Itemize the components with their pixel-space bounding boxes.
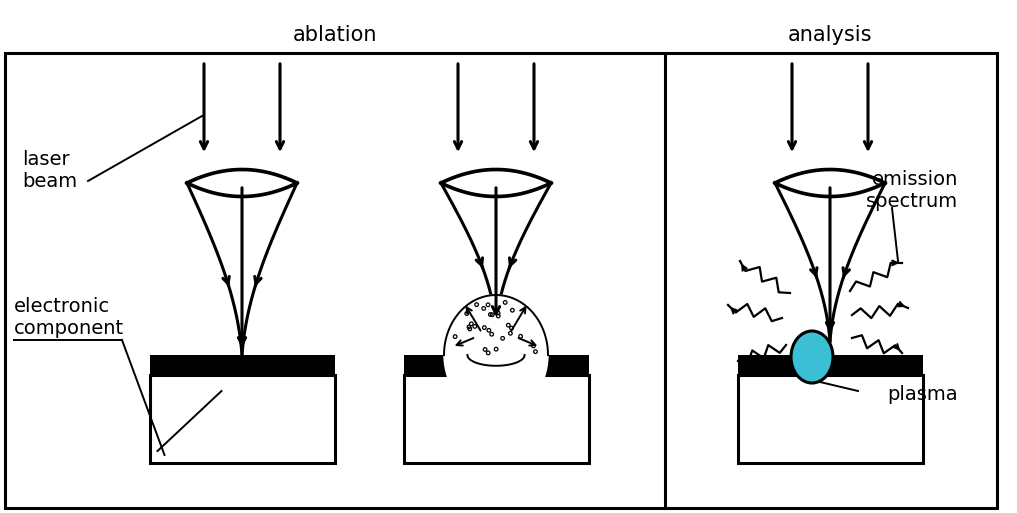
Bar: [404, 355, 589, 375]
Text: emission
spectrum: emission spectrum: [865, 170, 958, 211]
Ellipse shape: [444, 295, 548, 415]
Text: ablation: ablation: [293, 25, 377, 45]
Polygon shape: [468, 344, 525, 366]
Bar: [149, 375, 335, 463]
Text: plasma: plasma: [888, 385, 958, 404]
Bar: [149, 355, 335, 375]
Text: analysis: analysis: [788, 25, 873, 45]
Bar: [404, 375, 589, 463]
Text: electronic
component: electronic component: [14, 298, 124, 339]
Text: laser
beam: laser beam: [22, 150, 77, 191]
Ellipse shape: [791, 331, 833, 383]
Bar: [737, 375, 922, 463]
Bar: [5, 53, 997, 508]
Bar: [737, 355, 922, 375]
